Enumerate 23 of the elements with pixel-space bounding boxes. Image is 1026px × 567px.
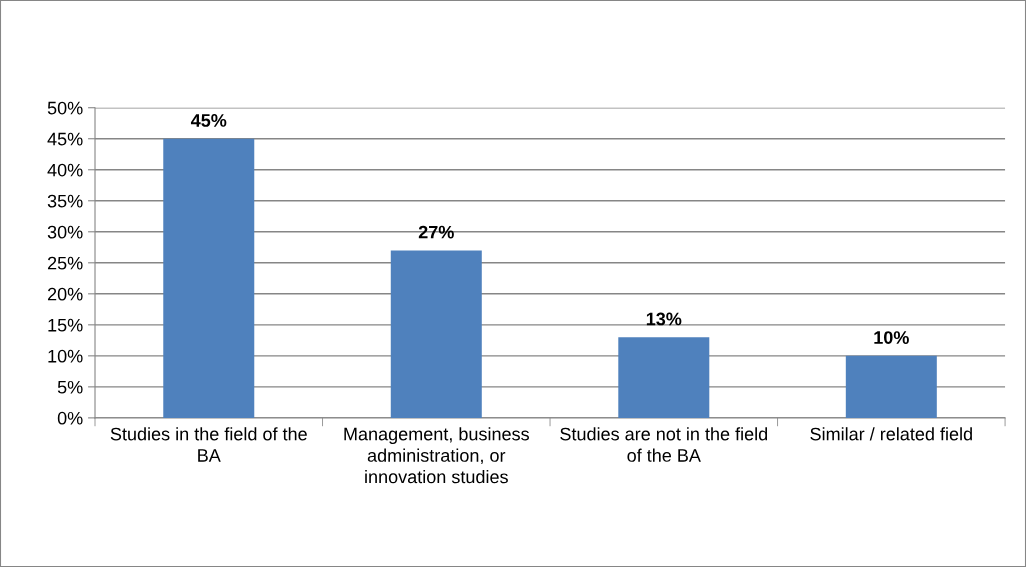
y-tick-label: 10% xyxy=(48,349,83,363)
bar xyxy=(618,337,710,418)
data-label: 45% xyxy=(190,114,227,127)
y-tick-label: 50% xyxy=(47,101,83,115)
y-tick-label: 0% xyxy=(57,411,83,425)
y-tick-label: 30% xyxy=(47,225,83,239)
x-tick-label: Studies are not in the field of the BA xyxy=(560,427,768,462)
bar xyxy=(845,355,937,418)
y-tick-label: 20% xyxy=(47,287,83,301)
data-label: 13% xyxy=(646,312,682,326)
x-tick-label: Studies in the field of the BA xyxy=(110,427,307,462)
bar xyxy=(163,138,255,418)
y-tick-label: 15% xyxy=(48,318,83,332)
x-tick-label: Similar / related field xyxy=(810,427,972,441)
y-tick-label: 5% xyxy=(57,380,83,394)
data-label: 10% xyxy=(874,331,909,344)
y-tick-label: 40% xyxy=(47,163,83,177)
y-tick-label: 35% xyxy=(47,194,83,208)
bar xyxy=(390,250,482,418)
y-tick-label: 25% xyxy=(47,256,83,270)
x-tick-label: Management, business administration, or innovation studies xyxy=(344,427,529,484)
y-tick-label: 45% xyxy=(47,132,83,146)
data-label: 27% xyxy=(418,225,454,239)
